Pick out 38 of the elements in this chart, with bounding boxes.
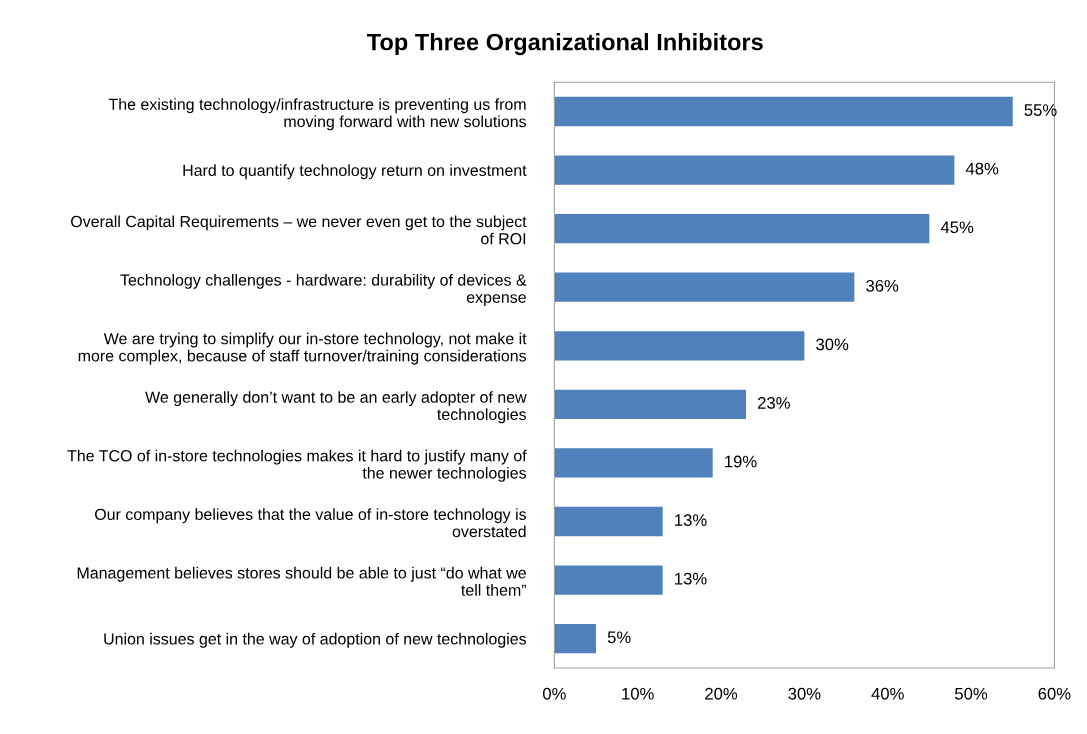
bar [554, 96, 1013, 127]
bar [554, 389, 747, 419]
y-tick-label: The TCO of in-store technologies makes it hard to justify many of the newer technologies [67, 449, 527, 482]
y-tick-label: The existing technology/infrastructure is preventing us from moving forward with new solutions [108, 98, 527, 131]
y-tick-label: Hard to quantify technology return on investment [183, 164, 527, 180]
bar [554, 506, 663, 537]
bar [554, 331, 805, 361]
y-tick-label: Overall Capital Requirements – we never even get to the subject of ROI [71, 215, 527, 245]
data-label: 13% [675, 514, 707, 526]
x-tick-label: 60% [1038, 687, 1071, 700]
y-tick-label: Management believes stores should be able to just “do what we tell them” [77, 566, 527, 596]
x-tick-label: 30% [788, 687, 821, 700]
bar [554, 155, 955, 185]
bar [554, 624, 597, 654]
data-label: 55% [1024, 104, 1057, 116]
data-label: 13% [675, 572, 707, 585]
y-tick-label: Our company believes that the value of in-store technology is overstated [95, 508, 527, 538]
y-tick-label: We are trying to simplify our in-store technology, not make it more complex, because of staff turnover/training considerations [78, 332, 527, 365]
x-tick-label: 10% [622, 687, 654, 700]
y-tick-label: Technology challenges - hardware: durability of devices & expense [120, 273, 527, 307]
data-label: 30% [816, 338, 849, 351]
x-tick-label: 50% [955, 687, 988, 700]
chart-title: Top Three Organizational Inhibitors [367, 33, 763, 56]
x-tick-label: 40% [871, 687, 904, 700]
bar [554, 448, 713, 478]
x-tick-label: 0% [542, 687, 566, 700]
data-label: 5% [607, 631, 631, 644]
bar [554, 272, 855, 302]
y-tick-label: Union issues get in the way of adoption of new technologies [104, 632, 527, 648]
bar [554, 214, 930, 244]
data-label: 45% [940, 221, 974, 234]
data-label: 19% [725, 455, 757, 468]
x-tick-label: 20% [705, 687, 738, 700]
data-label: 48% [965, 162, 999, 175]
data-label: 23% [757, 397, 790, 409]
data-label: 36% [866, 279, 899, 292]
y-tick-label: We generally don’t want to be an early adopter of new technologies [145, 391, 527, 424]
bar [554, 565, 663, 595]
